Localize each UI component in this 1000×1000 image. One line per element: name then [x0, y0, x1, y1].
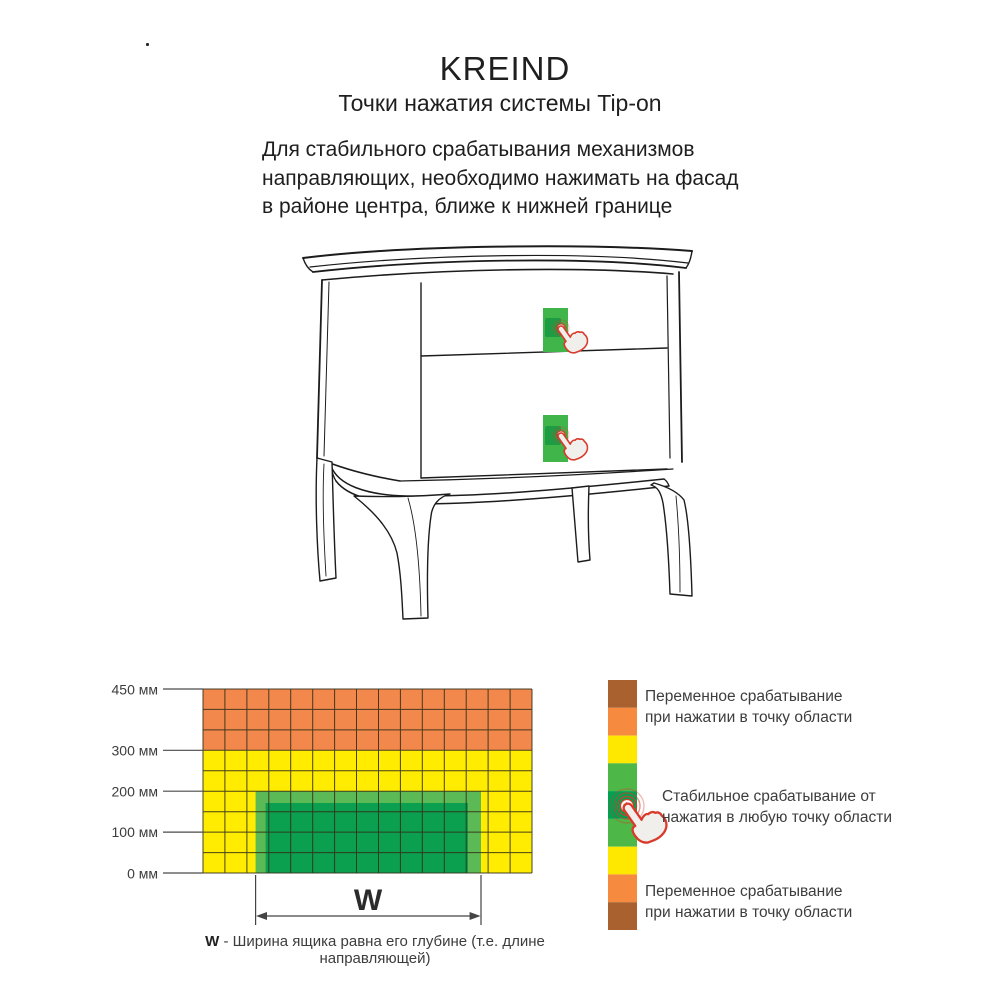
grid-lines [202, 688, 533, 874]
legend-segment [608, 680, 637, 708]
width-label: W [354, 884, 383, 917]
axis-ticks [163, 688, 203, 874]
legend-segment [608, 902, 637, 930]
brand-title: KREIND [439, 50, 571, 87]
leg-front-left [353, 493, 451, 620]
leg-back-left [315, 457, 337, 582]
touch-icon [552, 319, 589, 354]
legend-entry-line: при нажатии в точку области [645, 903, 853, 921]
legend-segment [608, 874, 637, 903]
zone-variable [203, 689, 532, 751]
footnote-text: - Ширина ящика равна его глубине (т.е. д… [219, 933, 545, 967]
legend-segment [608, 846, 637, 875]
activation-zone-diagram: 450 мм 300 мм 200 мм 100 мм 0 мм W [112, 682, 533, 925]
nightstand-legs [315, 457, 693, 620]
axis-label: 0 мм [127, 866, 158, 882]
zone-stable [265, 803, 468, 873]
legend-entry-variable-top: Переменное срабатывание при нажатии в то… [645, 687, 852, 728]
intro-line: в районе центра, ближе к нижней границе [262, 195, 673, 218]
axis-label: 200 мм [112, 784, 159, 800]
axis-labels: 450 мм 300 мм 200 мм 100 мм 0 мм [112, 682, 159, 882]
legend-color-bar [608, 680, 668, 930]
legend-segment [608, 707, 637, 736]
page-subtitle: Точки нажатия системы Tip-on [338, 90, 662, 116]
legend-entry-line: Переменное срабатывание [645, 883, 843, 900]
furniture-illustration [302, 245, 693, 620]
legend-entry-variable-bottom: Переменное срабатывание при нажатии в то… [645, 882, 852, 923]
legend-entry-line: нажатия в любую точку области [662, 808, 892, 826]
press-point-bottom-drawer [543, 415, 589, 462]
press-icon [609, 788, 668, 844]
press-point-top-drawer [543, 308, 589, 354]
artifact-dot [146, 43, 149, 46]
axis-label: 100 мм [112, 824, 159, 840]
nightstand-top [302, 245, 693, 281]
legend-entry-stable: Стабильное срабатывание от нажатия в люб… [662, 787, 892, 828]
intro-paragraph: Для стабильного срабатывания механизмов … [262, 136, 739, 222]
leg-back-right [571, 485, 591, 563]
axis-label: 450 мм [112, 682, 159, 698]
footnote-symbol: W [205, 933, 220, 950]
width-dimension [255, 875, 482, 925]
legend-entry-line: при нажатии в точку области [645, 708, 853, 726]
intro-line: Для стабильного срабатывания механизмов [262, 138, 695, 161]
legend-entry-line: Переменное срабатывание [645, 688, 843, 705]
footnote: W - Ширина ящика равна его глубине (т.е.… [160, 933, 590, 967]
axis-label: 300 мм [112, 743, 159, 759]
touch-icon [552, 426, 589, 461]
legend-entry-line: Стабильное срабатывание от [662, 788, 876, 805]
legend-segment [608, 735, 637, 764]
intro-line: направляющих, необходимо нажимать на фас… [262, 166, 739, 190]
legend-segment [608, 763, 637, 792]
zone-rects [203, 689, 532, 873]
nightstand-carcass [316, 271, 683, 482]
leg-front-right [650, 482, 693, 597]
